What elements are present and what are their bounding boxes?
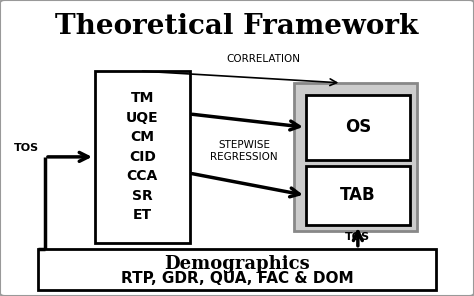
Text: TOS: TOS [345, 232, 371, 242]
FancyBboxPatch shape [38, 249, 436, 290]
FancyBboxPatch shape [306, 166, 410, 225]
Text: TOS: TOS [13, 143, 39, 153]
FancyBboxPatch shape [294, 83, 417, 231]
Text: Theoretical Framework: Theoretical Framework [55, 13, 419, 40]
Text: Demographics: Demographics [164, 255, 310, 274]
Text: RTP, GDR, QUA, FAC & DOM: RTP, GDR, QUA, FAC & DOM [121, 271, 353, 286]
Text: STEPWISE
REGRESSION: STEPWISE REGRESSION [210, 140, 278, 162]
Text: CORRELATION: CORRELATION [226, 54, 300, 64]
Text: TAB: TAB [340, 186, 376, 204]
Text: OS: OS [345, 118, 371, 136]
Text: TM
UQE
CM
CID
CCA
SR
ET: TM UQE CM CID CCA SR ET [126, 91, 158, 222]
FancyBboxPatch shape [95, 71, 190, 243]
FancyBboxPatch shape [306, 95, 410, 160]
